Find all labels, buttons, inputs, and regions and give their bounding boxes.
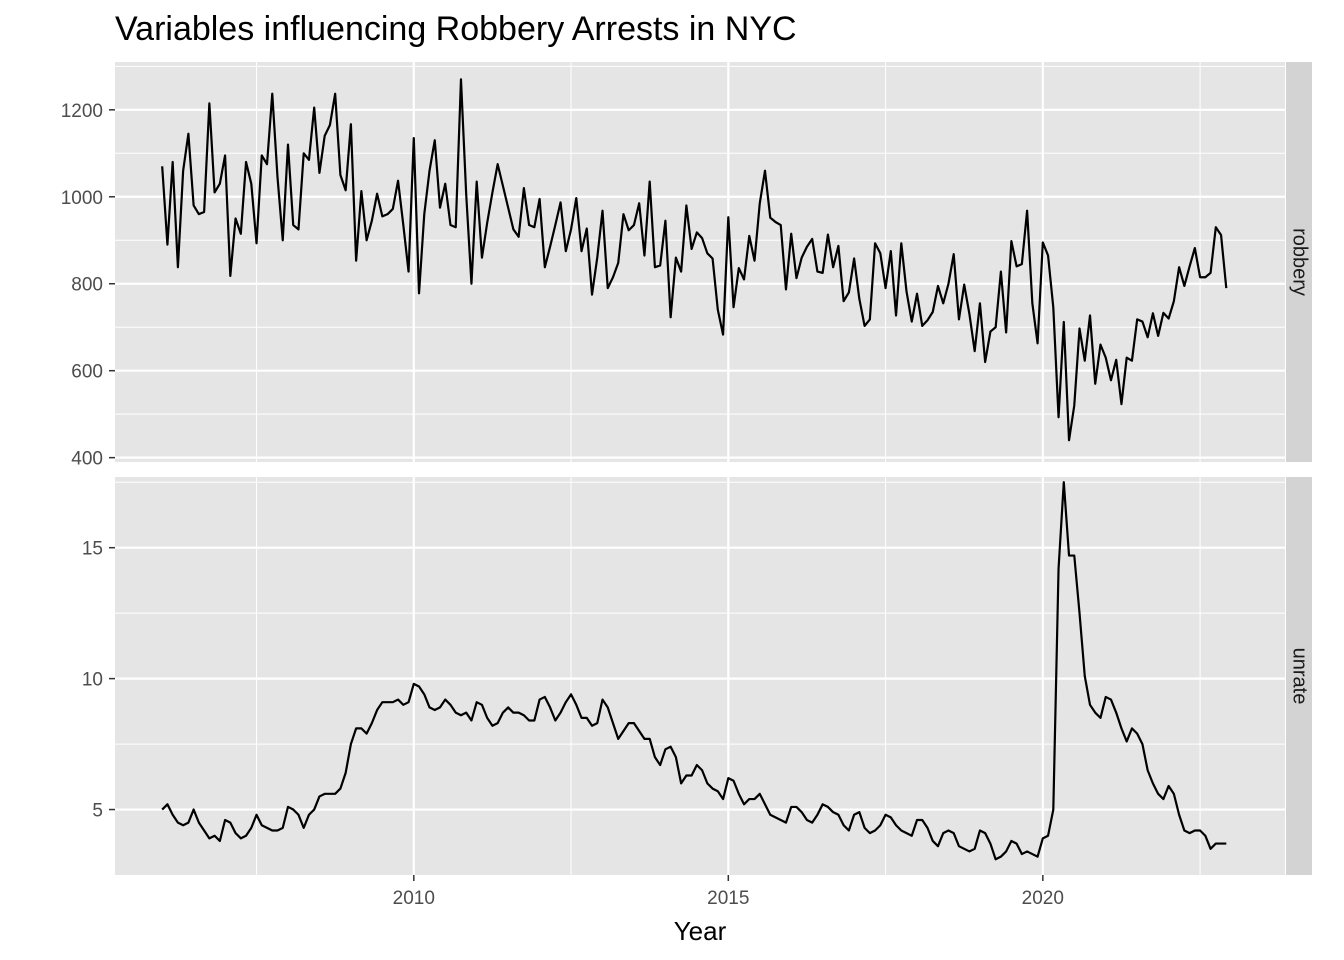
strip-background-robbery — [1286, 62, 1312, 462]
panel-background-unrate — [115, 477, 1285, 875]
unrate-series-line — [161, 481, 1227, 861]
x-tick-label: 2015 — [707, 888, 749, 909]
facet-robbery: 400 600 800 1000 1200 robbery — [61, 62, 1312, 470]
y-tick-label: 800 — [71, 275, 103, 296]
y-tick-label: 1200 — [61, 101, 103, 122]
robbery-series-line — [161, 78, 1228, 442]
y-tick-label: 1000 — [61, 188, 103, 209]
strip-label-robbery: robbery — [1289, 228, 1311, 296]
y-tick-label: 400 — [71, 449, 103, 470]
y-tick-label: 600 — [71, 362, 103, 383]
x-axis-title: Year — [674, 916, 727, 946]
panel-background-robbery — [115, 62, 1285, 462]
x-tick-label: 2010 — [393, 888, 435, 909]
strip-label-unrate: unrate — [1289, 648, 1311, 705]
x-tick-label: 2020 — [1022, 888, 1064, 909]
y-tick-label: 15 — [82, 539, 103, 560]
y-tick-label: 10 — [82, 670, 103, 691]
strip-background-unrate — [1286, 477, 1312, 875]
chart-title: Variables influencing Robbery Arrests in… — [115, 10, 797, 48]
x-axis: 2010 2015 2020 — [393, 875, 1064, 909]
facet-unrate: 5 10 15 unrate — [82, 477, 1312, 875]
y-tick-label: 5 — [92, 801, 103, 822]
